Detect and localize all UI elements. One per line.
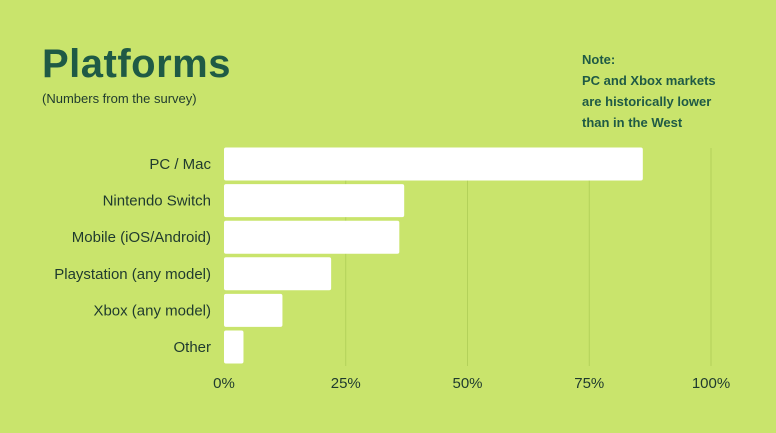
category-label: Nintendo Switch [103,193,211,210]
bar [224,184,405,218]
category-label: Other [173,339,211,356]
bar [224,220,400,254]
category-label: PC / Mac [149,156,211,173]
bar [224,293,283,327]
category-label: Mobile (iOS/Android) [72,229,211,246]
bar [224,257,332,291]
page-subtitle: (Numbers from the survey) [42,91,197,106]
bar [224,147,643,181]
note-box: Note: PC and Xbox markets are historical… [582,49,762,133]
x-tick-label: 75% [574,375,604,392]
note-line: are historically lower [582,94,712,109]
x-tick-label: 50% [452,375,482,392]
bar [224,330,244,364]
category-label: Playstation (any model) [54,266,211,283]
x-tick-label: 0% [213,375,235,392]
note-line: Note: [582,52,616,67]
x-tick-label: 100% [692,375,730,392]
x-tick-label: 25% [331,375,361,392]
note-line: PC and Xbox markets [582,73,716,88]
category-label: Xbox (any model) [93,302,211,319]
page-title: Platforms [42,42,231,86]
note-line: than in the West [582,115,683,130]
